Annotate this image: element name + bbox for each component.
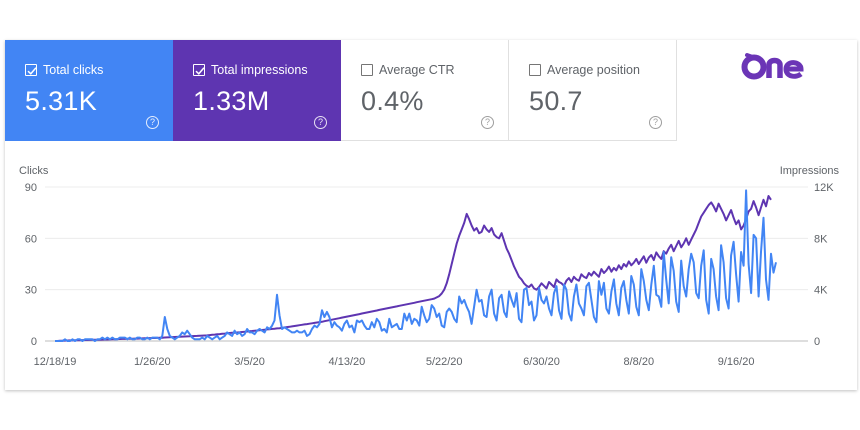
metric-card-average-position[interactable]: Average position 50.7 ? (509, 40, 677, 141)
metric-value: 5.31K (25, 86, 98, 116)
metric-label: Total impressions (211, 63, 308, 77)
help-icon[interactable]: ? (649, 116, 662, 129)
metric-card-total-impressions[interactable]: Total impressions 1.33M ? (173, 40, 341, 141)
metric-card-total-clicks[interactable]: Total clicks 5.31K ? (5, 40, 173, 141)
metric-value: 0.4% (361, 86, 424, 116)
metric-cards: Total clicks 5.31K ? Total impressions 1… (5, 40, 677, 141)
metric-label: Average CTR (379, 63, 455, 77)
metric-card-average-ctr[interactable]: Average CTR 0.4% ? (341, 40, 509, 141)
metric-value: 50.7 (529, 86, 583, 116)
checkbox-checked-icon[interactable] (25, 64, 37, 76)
help-icon[interactable]: ? (314, 116, 327, 129)
metric-label: Average position (547, 63, 640, 77)
help-icon[interactable]: ? (146, 116, 159, 129)
help-icon[interactable]: ? (481, 116, 494, 129)
metric-value: 1.33M (193, 86, 270, 116)
metric-label: Total clicks (43, 63, 104, 77)
checkbox-unchecked-icon[interactable] (361, 64, 373, 76)
checkbox-checked-icon[interactable] (193, 64, 205, 76)
one-logo (741, 53, 804, 80)
performance-panel: Total clicks 5.31K ? Total impressions 1… (5, 40, 857, 390)
checkbox-unchecked-icon[interactable] (529, 64, 541, 76)
